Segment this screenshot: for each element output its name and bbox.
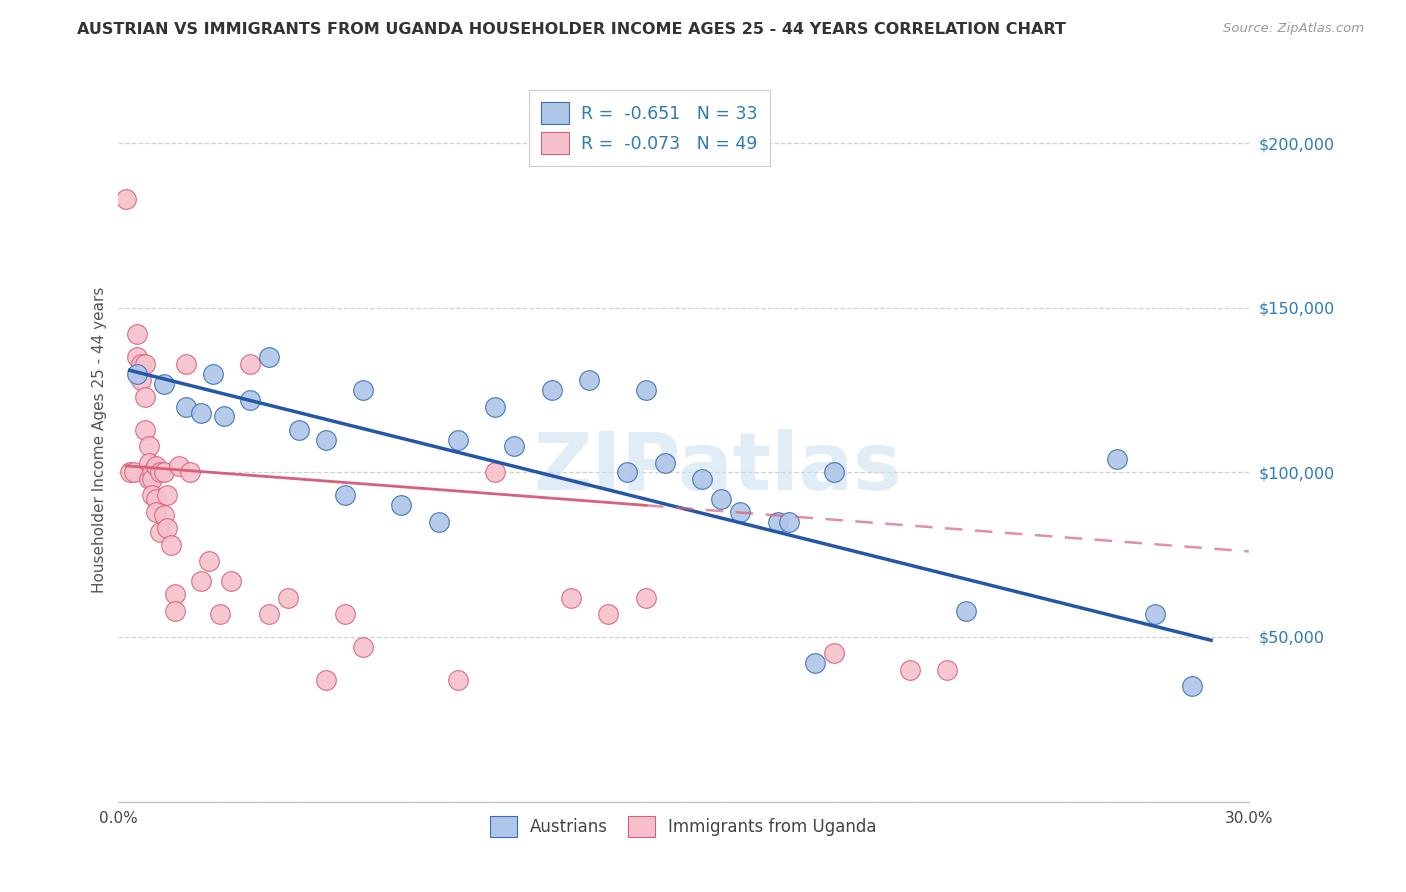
Point: [129, 357, 152, 371]
Point: [179, 466, 201, 480]
Legend: Austrians, Immigrants from Uganda: Austrians, Immigrants from Uganda: [484, 809, 883, 844]
Point: [141, 472, 163, 486]
Point: [257, 350, 280, 364]
Point: [823, 647, 845, 661]
Point: [239, 357, 262, 371]
Point: [315, 673, 337, 687]
Point: [634, 591, 657, 605]
Point: [333, 607, 356, 621]
Point: [163, 587, 186, 601]
Point: [221, 574, 243, 588]
Point: [389, 499, 412, 513]
Point: [333, 488, 356, 502]
Point: [129, 373, 152, 387]
Point: [141, 466, 163, 480]
Point: [134, 423, 156, 437]
Point: [127, 367, 149, 381]
Text: ZIPatlas: ZIPatlas: [533, 429, 901, 508]
Point: [141, 488, 163, 502]
Point: [174, 357, 197, 371]
Point: [503, 439, 526, 453]
Point: [446, 433, 468, 447]
Point: [616, 466, 638, 480]
Point: [352, 383, 374, 397]
Point: [145, 458, 167, 473]
Point: [209, 607, 232, 621]
Point: [190, 406, 212, 420]
Point: [127, 350, 149, 364]
Point: [823, 466, 845, 480]
Point: [138, 472, 160, 486]
Point: [118, 466, 141, 480]
Point: [212, 409, 235, 424]
Point: [152, 466, 174, 480]
Point: [898, 663, 921, 677]
Point: [766, 515, 789, 529]
Point: [201, 367, 224, 381]
Text: Source: ZipAtlas.com: Source: ZipAtlas.com: [1223, 22, 1364, 36]
Point: [352, 640, 374, 654]
Point: [804, 657, 827, 671]
Point: [145, 505, 167, 519]
Point: [163, 604, 186, 618]
Point: [315, 433, 337, 447]
Point: [190, 574, 212, 588]
Point: [115, 192, 138, 206]
Point: [955, 604, 977, 618]
Point: [692, 472, 714, 486]
Point: [540, 383, 562, 397]
Point: [778, 515, 800, 529]
Point: [134, 357, 156, 371]
Point: [257, 607, 280, 621]
Point: [1105, 452, 1128, 467]
Point: [145, 491, 167, 506]
Point: [484, 466, 506, 480]
Point: [127, 327, 149, 342]
Point: [149, 524, 172, 539]
Point: [167, 458, 190, 473]
Point: [174, 400, 197, 414]
Point: [288, 423, 311, 437]
Point: [710, 491, 733, 506]
Point: [149, 466, 172, 480]
Point: [160, 538, 183, 552]
Point: [198, 554, 221, 568]
Point: [936, 663, 959, 677]
Point: [634, 383, 657, 397]
Point: [1143, 607, 1166, 621]
Point: [239, 392, 262, 407]
Point: [728, 505, 751, 519]
Point: [598, 607, 620, 621]
Point: [484, 400, 506, 414]
Point: [138, 456, 160, 470]
Point: [152, 508, 174, 523]
Point: [152, 376, 174, 391]
Point: [427, 515, 450, 529]
Point: [138, 439, 160, 453]
Text: AUSTRIAN VS IMMIGRANTS FROM UGANDA HOUSEHOLDER INCOME AGES 25 - 44 YEARS CORRELA: AUSTRIAN VS IMMIGRANTS FROM UGANDA HOUSE…: [77, 22, 1066, 37]
Point: [156, 521, 179, 535]
Point: [560, 591, 582, 605]
Point: [134, 390, 156, 404]
Y-axis label: Householder Income Ages 25 - 44 years: Householder Income Ages 25 - 44 years: [93, 286, 107, 592]
Point: [654, 456, 676, 470]
Point: [156, 488, 179, 502]
Point: [1181, 679, 1204, 693]
Point: [446, 673, 468, 687]
Point: [277, 591, 299, 605]
Point: [122, 466, 145, 480]
Point: [578, 373, 600, 387]
